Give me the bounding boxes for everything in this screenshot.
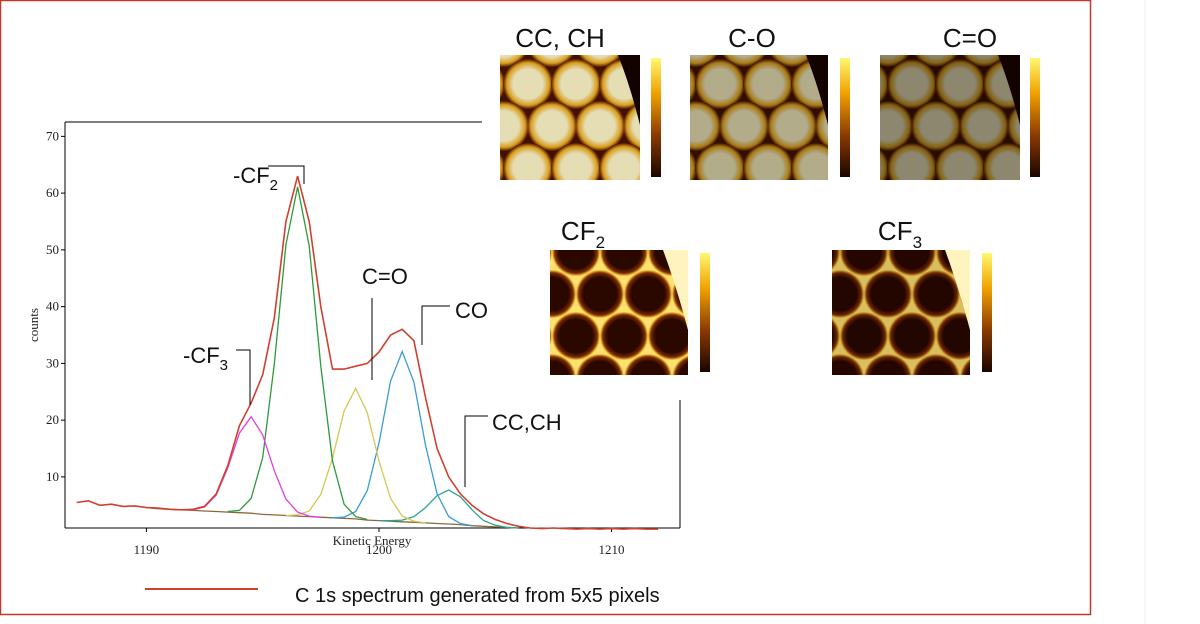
map-image bbox=[550, 250, 688, 375]
map-title: CF2 bbox=[561, 216, 605, 252]
map-shade bbox=[500, 55, 640, 180]
annotation: C=O bbox=[362, 264, 408, 289]
y-tick-label: 70 bbox=[46, 128, 59, 143]
y-tick-label: 40 bbox=[46, 299, 59, 314]
series-line bbox=[181, 415, 321, 518]
map-corner bbox=[945, 250, 970, 330]
annotation-sub: 3 bbox=[220, 357, 228, 374]
series-line bbox=[332, 349, 473, 527]
map-shade bbox=[690, 55, 828, 180]
map-title: CF3 bbox=[878, 216, 922, 252]
map-shade bbox=[880, 55, 1020, 180]
annotation: CC,CH bbox=[492, 410, 562, 435]
x-tick-label: 1200 bbox=[366, 542, 392, 557]
series-line bbox=[285, 386, 426, 524]
y-tick-label: 10 bbox=[46, 469, 59, 484]
y-tick-label: 30 bbox=[46, 355, 59, 370]
annotation-leader bbox=[268, 165, 305, 184]
map-title-sub: 2 bbox=[596, 233, 605, 252]
map-shade bbox=[832, 250, 970, 375]
map-title-sub: 3 bbox=[913, 233, 922, 252]
series-line bbox=[227, 186, 368, 521]
color-bar bbox=[1030, 58, 1040, 177]
map-title: C=O bbox=[943, 23, 997, 53]
map-title: C-O bbox=[728, 23, 776, 53]
annotation-leader bbox=[464, 415, 488, 487]
annotation-sub: 2 bbox=[270, 177, 278, 194]
map-title-text: CF bbox=[878, 216, 913, 246]
map-title-text: C-O bbox=[728, 23, 776, 53]
x-tick-label: 1210 bbox=[599, 542, 625, 557]
y-tick-label: 60 bbox=[46, 185, 59, 200]
y-tick-label: 50 bbox=[46, 242, 59, 257]
map-corner bbox=[998, 55, 1020, 125]
color-bar bbox=[700, 253, 710, 372]
legend-label: C 1s spectrum generated from 5x5 pixels bbox=[295, 585, 660, 607]
annotation-text: CO bbox=[455, 298, 488, 323]
series-line bbox=[379, 489, 519, 529]
y-tick-label: 20 bbox=[46, 412, 59, 427]
y-axis-label: counts bbox=[26, 308, 41, 342]
map-corner bbox=[618, 55, 640, 125]
annotation-text: CC,CH bbox=[492, 410, 562, 435]
map-corner bbox=[806, 55, 828, 125]
annotation-leader bbox=[236, 349, 251, 405]
map-image bbox=[832, 250, 970, 375]
map-title-text: CF bbox=[561, 216, 596, 246]
color-bar bbox=[840, 58, 850, 177]
series-line bbox=[146, 506, 519, 529]
map-corner bbox=[663, 250, 688, 330]
map-image bbox=[690, 55, 828, 180]
map-image bbox=[880, 55, 1020, 180]
map-title: CC, CH bbox=[515, 23, 605, 53]
map-image bbox=[500, 55, 640, 180]
frame bbox=[0, 0, 1092, 616]
annotation: -CF2 bbox=[233, 163, 278, 194]
color-bar bbox=[651, 58, 661, 177]
x-axis-label: Kinetic Energy bbox=[333, 533, 412, 548]
annotation: CO bbox=[455, 298, 488, 323]
map-title-text: C=O bbox=[943, 23, 997, 53]
x-tick-label: 1190 bbox=[134, 542, 160, 557]
series-line bbox=[76, 175, 659, 530]
annotation-text: C=O bbox=[362, 264, 408, 289]
annotation: -CF3 bbox=[183, 343, 228, 374]
color-bar bbox=[982, 253, 992, 372]
annotation-text: -CF bbox=[183, 343, 220, 368]
annotation-leader bbox=[421, 305, 450, 345]
map-title-text: CC, CH bbox=[515, 23, 605, 53]
annotation-text: -CF bbox=[233, 163, 270, 188]
